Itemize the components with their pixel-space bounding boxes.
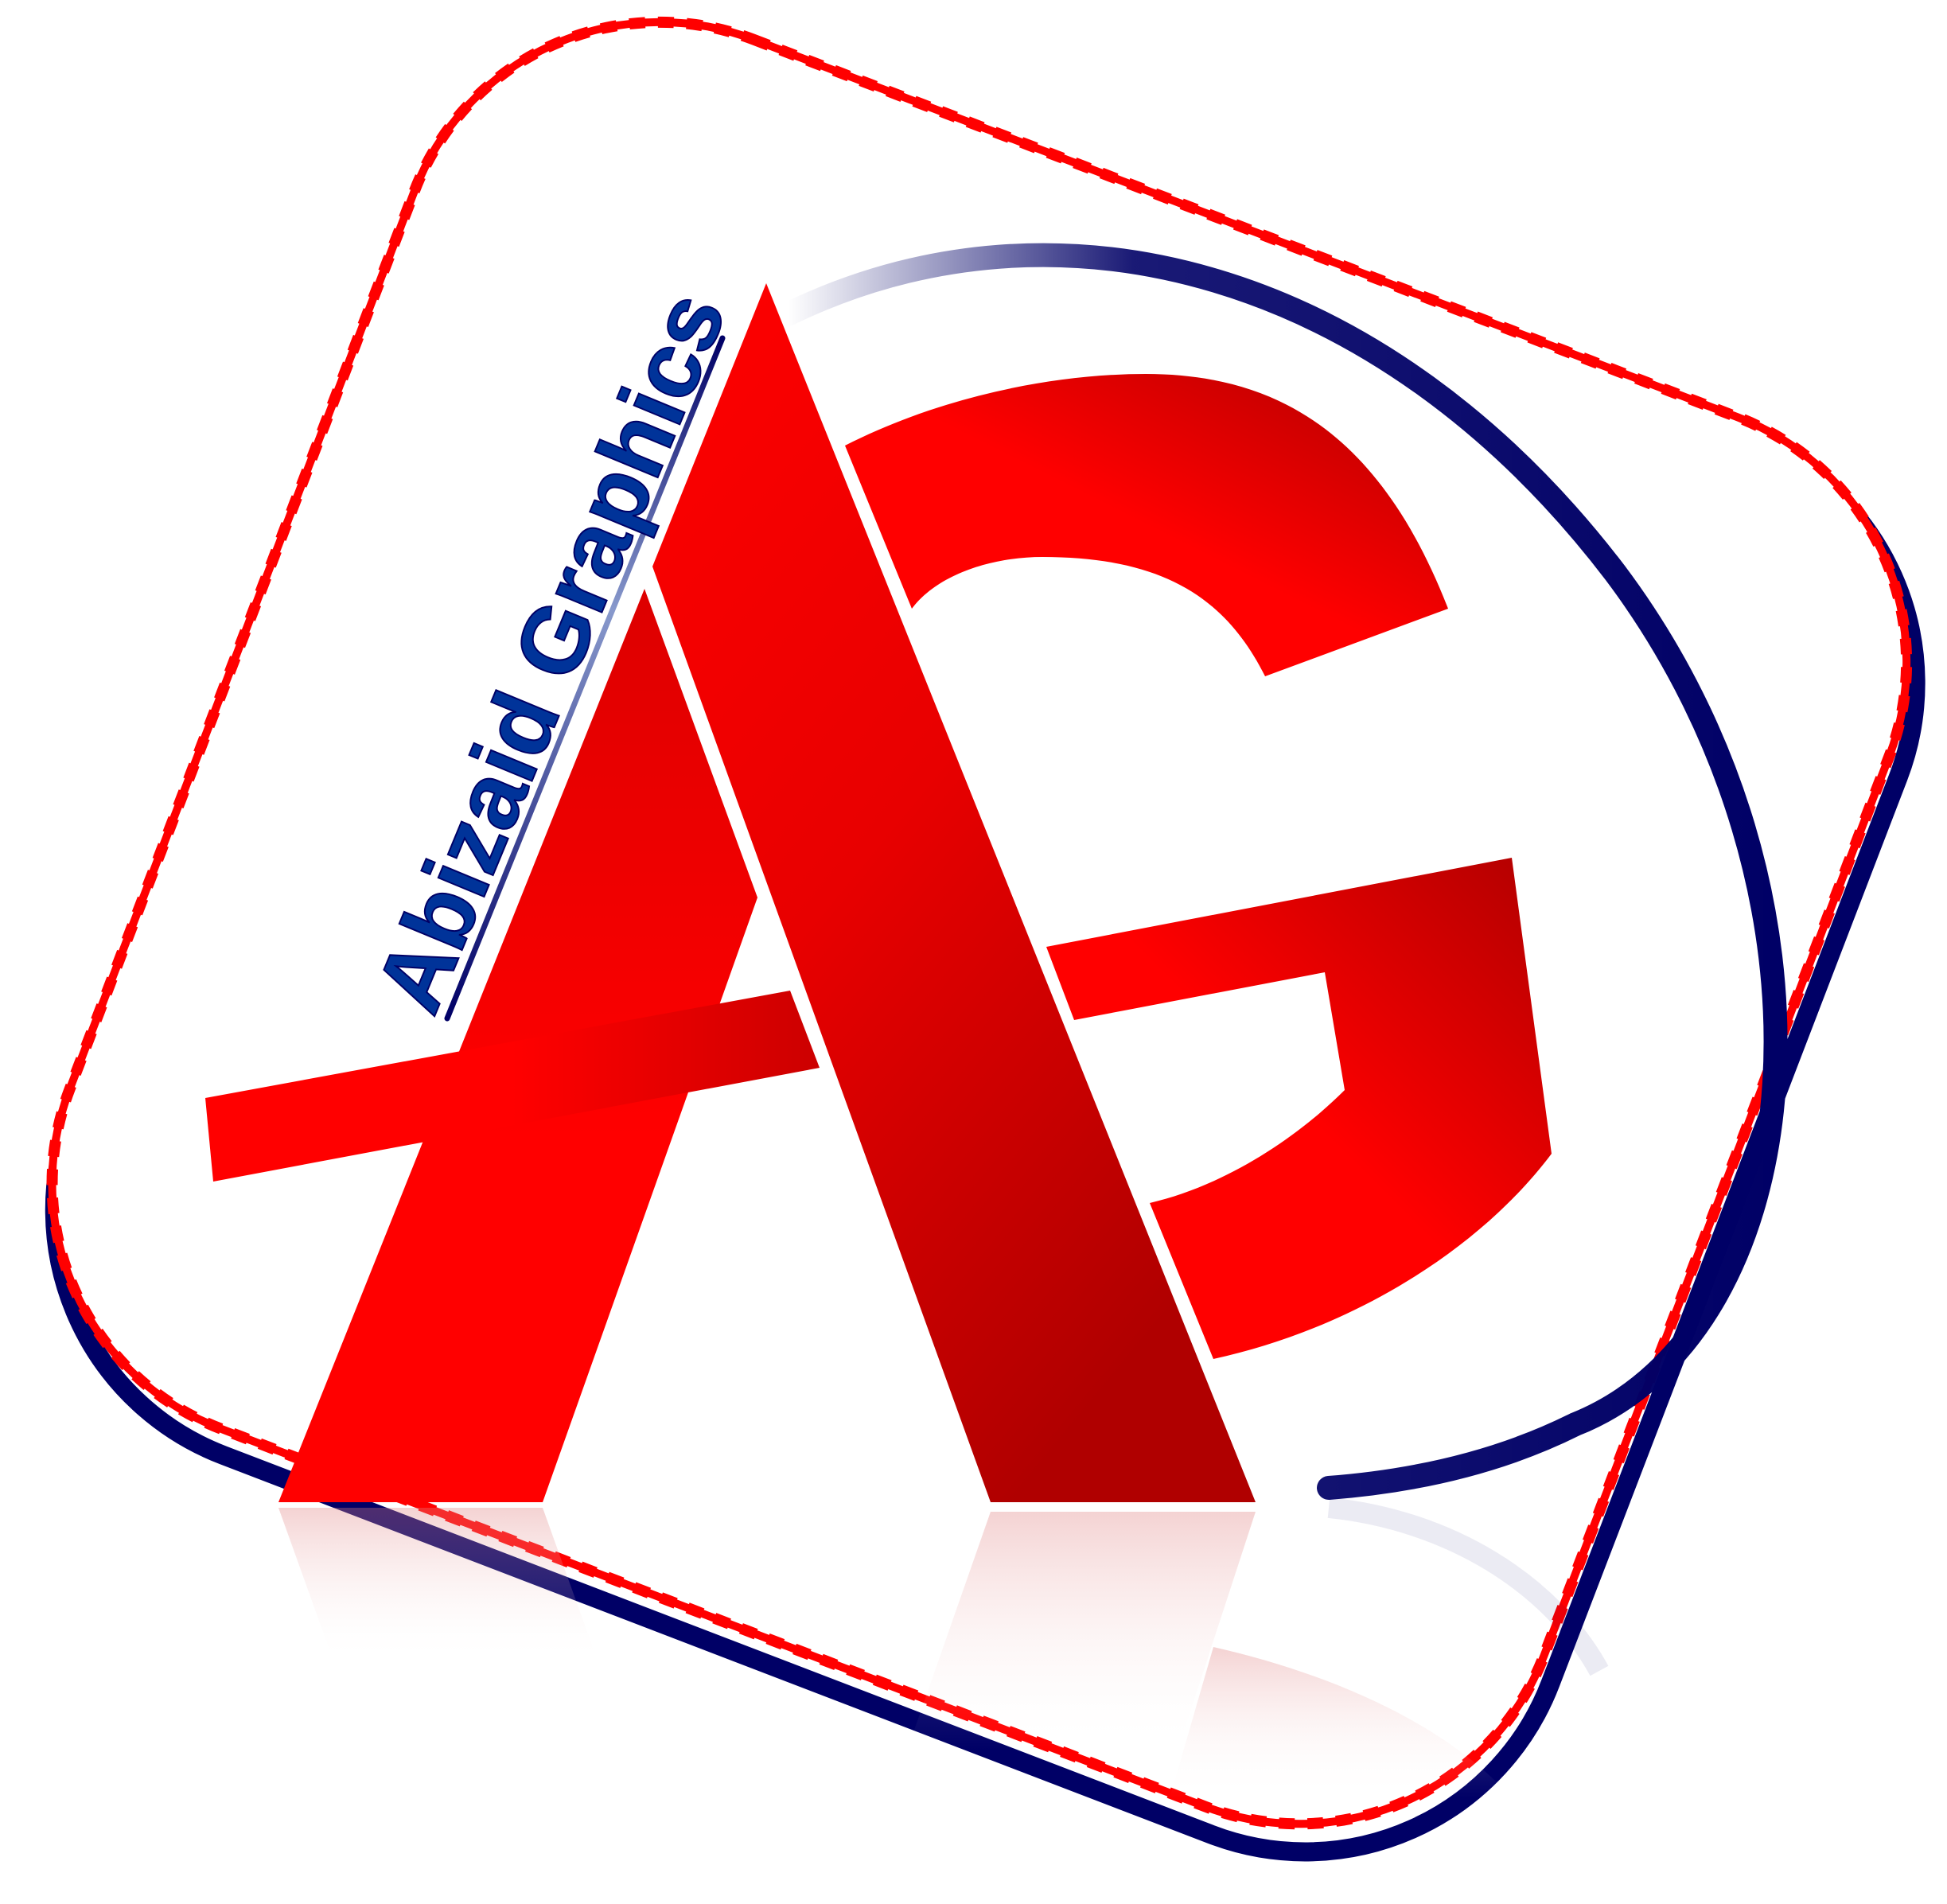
reflection <box>278 1497 1609 1798</box>
ring-arc <box>776 243 1788 1500</box>
reflection-g <box>1170 1647 1512 1798</box>
reflection-ring <box>1327 1497 1609 1676</box>
brand-underline <box>444 335 726 1022</box>
letter-a-crossbar <box>205 991 820 1182</box>
reflection-right <box>907 1512 1256 1750</box>
letter-a-right-leg <box>652 283 1256 1502</box>
reflection-left <box>278 1508 598 1663</box>
letter-g-lower <box>1046 858 1552 1359</box>
letter-g <box>845 374 1448 676</box>
